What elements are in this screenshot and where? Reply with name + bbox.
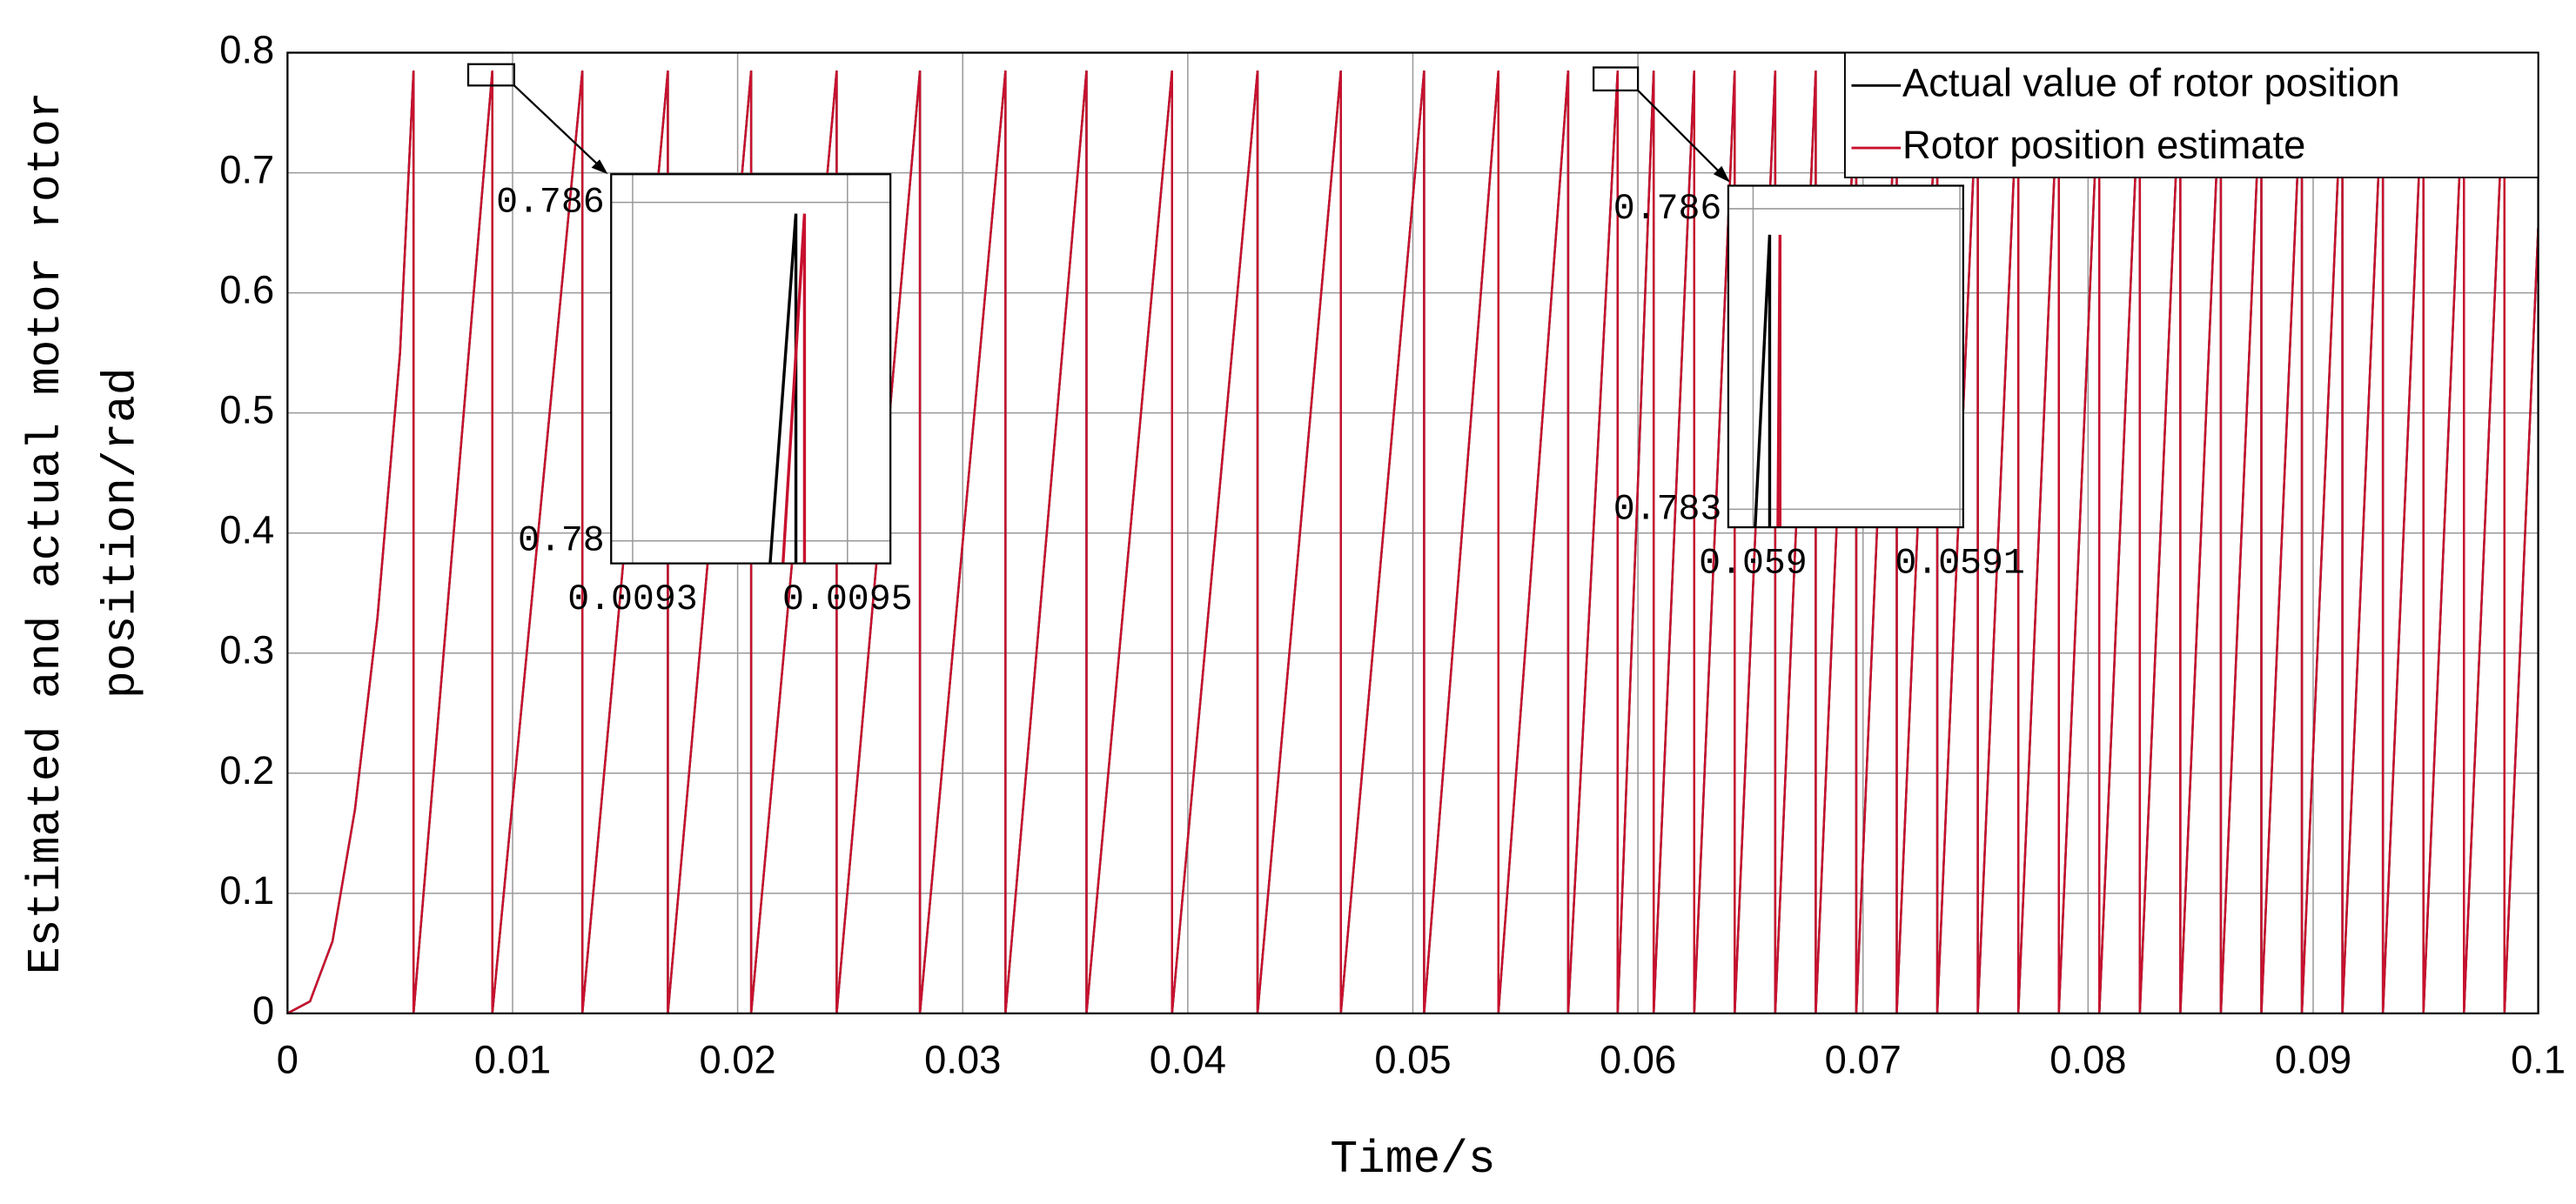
x-tick-label: 0.06 xyxy=(1600,1037,1676,1081)
zoom-box xyxy=(466,63,515,87)
x-tick-label: 0.0095 xyxy=(782,579,912,620)
legend-label: Rotor position estimate xyxy=(1902,123,2305,167)
y-tick-label: 0.3 xyxy=(219,628,274,672)
x-tick-label: 0.09 xyxy=(2275,1037,2351,1081)
arrow-head xyxy=(1713,165,1730,183)
series-line xyxy=(1754,234,1772,528)
zoom-box xyxy=(1592,66,1640,92)
x-tick-label: 0.01 xyxy=(474,1037,551,1081)
y-tick-label: 0.8 xyxy=(219,28,274,72)
x-tick-label: 0.08 xyxy=(2049,1037,2126,1081)
arrow-head xyxy=(591,159,608,175)
y-tick-label: 0.786 xyxy=(1613,189,1722,230)
y-axis-label: position/rad xyxy=(96,367,148,699)
x-tick-label: 0.03 xyxy=(924,1037,1001,1081)
x-tick-label: 0.07 xyxy=(1825,1037,1902,1081)
y-tick-label: 0.2 xyxy=(219,748,274,793)
y-tick-label: 0.5 xyxy=(219,388,274,432)
plot-area xyxy=(611,174,891,564)
plot-frame xyxy=(286,51,2539,1015)
x-tick-label: 0.059 xyxy=(1699,544,1808,585)
y-tick-label: 0.7 xyxy=(219,148,274,192)
y-tick-label: 0.1 xyxy=(219,868,274,913)
y-tick-label: 0.783 xyxy=(1613,489,1722,530)
x-tick-label: 0.1 xyxy=(2511,1037,2566,1081)
x-tick-label: 0.0093 xyxy=(567,579,697,620)
zoom-arrow xyxy=(1637,90,1726,178)
y-tick-label: 0 xyxy=(252,988,274,1033)
plot-area xyxy=(1727,185,1963,528)
plot-frame xyxy=(610,173,892,565)
y-tick-label: 0.78 xyxy=(518,521,605,562)
x-tick-label: 0.02 xyxy=(700,1037,776,1081)
series-line xyxy=(768,213,798,564)
series-line xyxy=(1776,234,1782,528)
y-tick-label: 0.4 xyxy=(219,508,274,552)
x-tick-label: 0.05 xyxy=(1374,1037,1451,1081)
legend-label: Actual value of rotor position xyxy=(1902,60,2400,104)
x-axis-label: Time/s xyxy=(1330,1134,1495,1186)
series-line xyxy=(782,213,807,564)
x-tick-label: 0.04 xyxy=(1150,1037,1226,1081)
y-tick-label: 0.6 xyxy=(219,268,274,312)
legend-box xyxy=(1844,51,2539,178)
y-axis-label: Estimated and actual motor rotor xyxy=(20,91,72,974)
x-tick-label: 0.0591 xyxy=(1895,544,2024,585)
x-tick-label: 0 xyxy=(277,1037,299,1081)
y-tick-label: 0.786 xyxy=(496,183,605,224)
plot-frame xyxy=(1727,184,1964,529)
zoom-arrow xyxy=(513,84,606,172)
